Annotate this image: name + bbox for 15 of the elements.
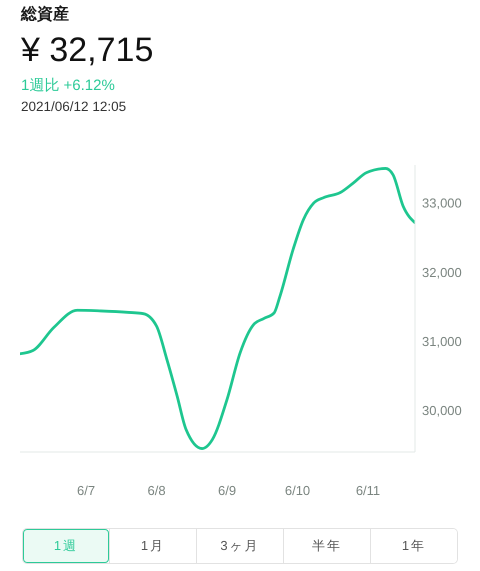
chart-subtitle: ¥ 32,715 — [21, 31, 154, 69]
period-button[interactable]: 1年 — [370, 529, 457, 563]
line-series — [20, 167, 415, 450]
text: 2021/06/12 12:05 — [21, 99, 126, 114]
x-tick-label: 6/8 — [148, 483, 166, 498]
y-tick-label: 32,000 — [422, 264, 462, 280]
x-tick-label: 6/10 — [284, 483, 310, 498]
x-tick-label: 6/9 — [218, 483, 236, 498]
chart-title: 総資産 — [21, 6, 69, 23]
y-tick-label: 33,000 — [422, 196, 462, 211]
y-tick-label: 30,000 — [422, 403, 462, 418]
x-tick-label: 6/11 — [356, 483, 380, 498]
y-tick-label: 31,000 — [422, 334, 462, 349]
text: 1週比 +6.12% — [21, 77, 115, 94]
x-tick-label: 6/7 — [77, 483, 96, 498]
